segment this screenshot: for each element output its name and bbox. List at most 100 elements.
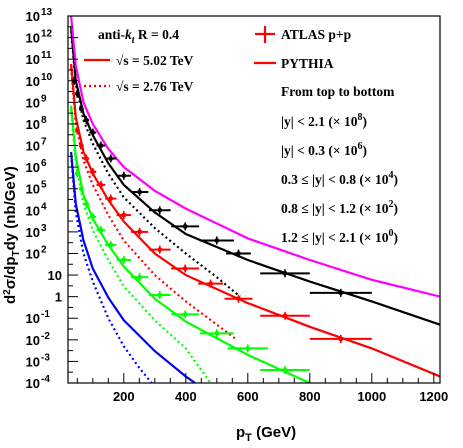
x-tick-label: 800 — [299, 389, 321, 404]
y-tick-exponent: -2 — [41, 331, 50, 342]
data-point-1-4 — [96, 180, 106, 189]
y-tick-exponent: 10 — [41, 72, 53, 83]
legend-order-title: From top to bottom — [281, 84, 395, 99]
legend-algorithm-sub: t — [132, 35, 136, 46]
pythia-2tev-curve-0 — [70, 31, 241, 298]
data-point-2-12 — [260, 366, 310, 375]
y-tick-label: 10 — [26, 160, 40, 175]
x-axis: 200 400 600 800 1000 1200 — [76, 373, 448, 404]
y-tick-exponent: -4 — [41, 374, 50, 385]
data-point-1-11 — [224, 294, 253, 303]
data-point-2-3 — [89, 212, 97, 221]
y-tick-exponent: -1 — [41, 309, 50, 320]
pythia-5tev-curve-3 — [70, 151, 196, 383]
pythia-2tev-curve-2 — [70, 108, 212, 383]
pythia-5tev-curve-1 — [70, 63, 440, 378]
x-tick-label: 1200 — [419, 389, 448, 404]
data-point-0-8 — [130, 188, 149, 197]
y-tick-exponent: 13 — [41, 7, 53, 18]
legend-atlas-marker — [255, 26, 275, 43]
y-tick-label: 10 — [26, 9, 40, 24]
data-point-2-0 — [74, 169, 80, 178]
data-point-1-10 — [198, 279, 223, 288]
legend-algorithm: anti-kt R = 0.4 — [98, 27, 179, 46]
data-point-1-6 — [116, 211, 131, 220]
pythia-5tev-curve-4 — [70, 16, 440, 298]
data-point-0-1 — [74, 89, 80, 98]
y-tick-label: 10 — [26, 376, 40, 391]
data-point-0-11 — [199, 236, 234, 245]
y-tick-label: 10 — [26, 354, 40, 369]
curves-layer — [70, 16, 440, 383]
y-tick-label: 10 — [26, 311, 40, 326]
plot-frame — [67, 15, 441, 384]
y-tick-label: 10 — [26, 31, 40, 46]
legend-algorithm-post: R = 0.4 — [135, 27, 180, 42]
data-point-1-13 — [309, 334, 372, 343]
pythia-2tev-curve-1 — [70, 67, 238, 341]
pythia-5tev-curve-2 — [70, 105, 311, 383]
data-point-2-1 — [78, 184, 84, 193]
data-point-0-12 — [226, 249, 251, 258]
y-tick-label: 10 — [26, 139, 40, 154]
y-tick-label: 1 — [55, 290, 62, 305]
data-point-1-7 — [130, 227, 149, 236]
data-point-0-14 — [309, 288, 372, 297]
data-point-2-9 — [171, 310, 200, 319]
y-tick-label: 10 — [26, 333, 40, 348]
y-axis-title-part-2: 2 — [2, 289, 13, 295]
legend: anti-kt R = 0.4 √s = 5.02 TeV √s = 2.76 … — [84, 26, 398, 245]
legend-bin-1: |y| < 0.3 (× 106) — [281, 141, 367, 158]
data-point-2-11 — [227, 344, 268, 353]
y-tick-label: 10 — [26, 203, 40, 218]
legend-bin-2: 0.3 ≤ |y| < 0.8 (× 104) — [281, 170, 398, 187]
data-point-2-6 — [116, 255, 131, 264]
legend-bin-3: 0.8 ≤ |y| < 1.2 (× 102) — [281, 199, 398, 216]
y-tick-exponent: 4 — [41, 201, 47, 212]
x-axis-title-unit: (GeV) — [252, 424, 296, 441]
y-tick-exponent: 2 — [41, 244, 47, 255]
data-point-0-7 — [116, 171, 131, 180]
data-point-0-13 — [260, 269, 310, 278]
x-axis-title-sub: T — [245, 432, 252, 444]
data-point-0-9 — [148, 206, 171, 215]
legend-5tev-label: √s = 5.02 TeV — [116, 53, 194, 68]
y-tick-exponent: -3 — [41, 352, 50, 363]
y-axis-title-part-4: T — [11, 250, 22, 256]
y-tick-label: 10 — [26, 225, 40, 240]
y-tick-exponent: 7 — [41, 137, 47, 148]
x-axis-title: pT (GeV) — [236, 424, 296, 444]
x-tick-label: 1000 — [357, 389, 386, 404]
data-point-0-4 — [89, 128, 97, 137]
data-point-1-12 — [260, 311, 310, 320]
data-point-2-10 — [199, 329, 234, 338]
y-tick-exponent: 8 — [41, 115, 47, 126]
y-tick-exponent: 3 — [41, 223, 47, 234]
legend-bin-0: |y| < 2.1 (× 108) — [281, 112, 367, 129]
data-point-2-2 — [83, 199, 90, 208]
y-tick-label: 10 — [26, 246, 40, 261]
y-tick-label: 10 — [26, 52, 40, 67]
data-point-2-7 — [130, 273, 149, 282]
y-tick-exponent: 9 — [41, 93, 47, 104]
data-point-1-0 — [74, 126, 80, 135]
y-tick-label: 10 — [26, 182, 40, 197]
data-point-1-8 — [148, 245, 171, 254]
data-point-1-3 — [89, 167, 97, 176]
data-point-0-6 — [105, 154, 117, 163]
data-point-1-1 — [78, 141, 84, 150]
data-points-layer — [71, 76, 372, 375]
x-tick-label: 400 — [175, 389, 197, 404]
y-tick-exponent: 5 — [41, 180, 47, 191]
data-point-1-9 — [171, 264, 200, 273]
data-point-2-4 — [96, 226, 106, 235]
y-tick-exponent: 11 — [41, 50, 52, 61]
y-tick-label: 10 — [26, 74, 40, 89]
legend-algorithm-k: k — [125, 27, 132, 42]
legend-bin-4: 1.2 ≤ |y| < 2.1 (× 100) — [281, 228, 398, 245]
y-tick-label: 10 — [26, 95, 40, 110]
y-axis-title-part-3: σ/dp — [2, 257, 19, 290]
y-tick-label: 10 — [26, 117, 40, 132]
